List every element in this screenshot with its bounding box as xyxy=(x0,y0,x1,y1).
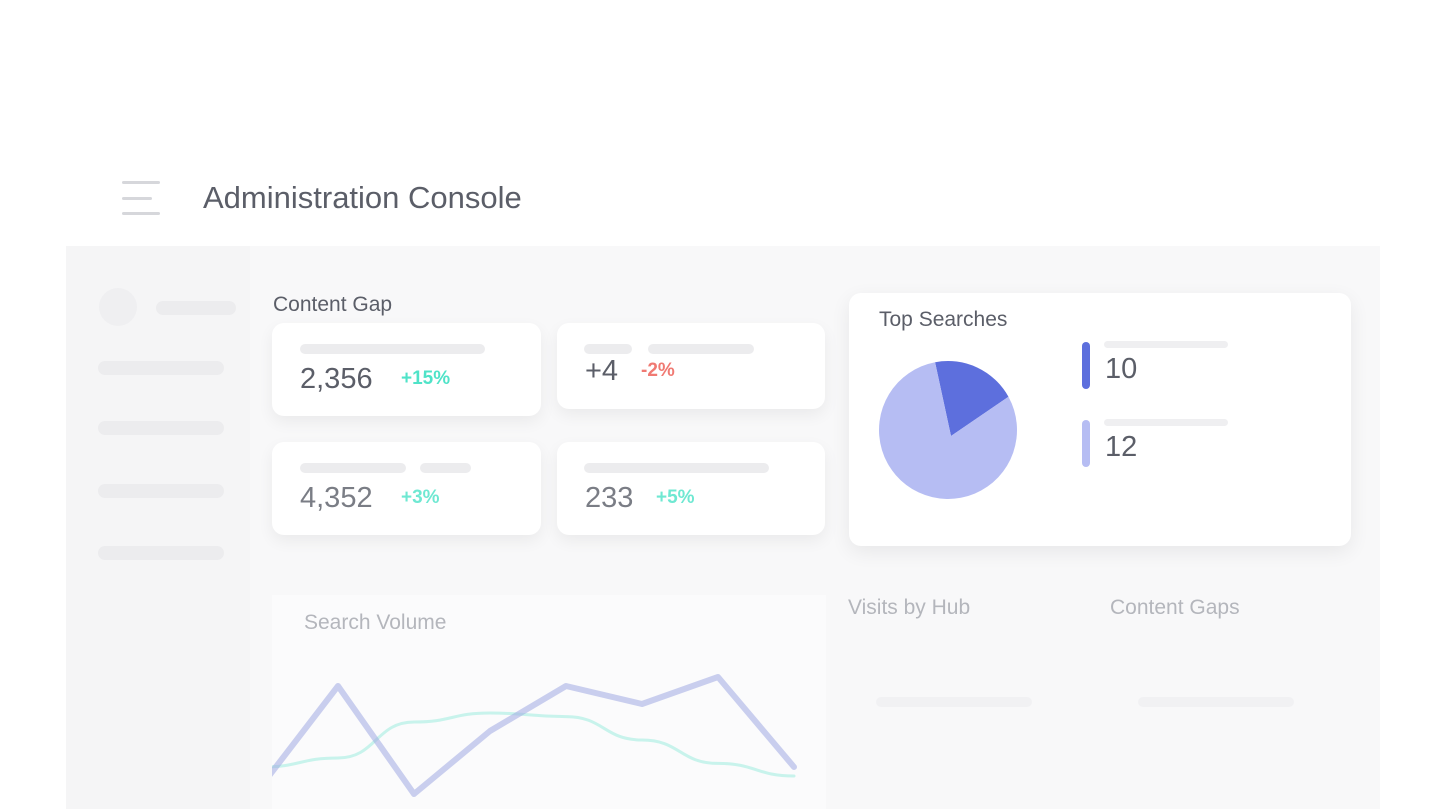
stat-change: +15% xyxy=(401,368,451,389)
avatar xyxy=(99,288,137,326)
card-title: Top Searches xyxy=(879,308,1008,331)
legend-value: 10 xyxy=(1105,353,1138,385)
sidebar-item[interactable] xyxy=(98,361,224,375)
hamburger-icon[interactable] xyxy=(122,181,162,215)
stat-value: +4 xyxy=(585,355,619,387)
stat-value: 233 xyxy=(585,482,634,514)
card-title: Search Volume xyxy=(304,611,447,634)
stat-value: 4,352 xyxy=(300,482,373,514)
stat-card[interactable]: 4,352 +3% xyxy=(272,442,541,535)
sidebar xyxy=(66,246,250,809)
stat-card[interactable]: +4 -2% xyxy=(557,323,825,409)
content-gaps-title: Content Gaps xyxy=(1110,596,1240,619)
pie-slice xyxy=(879,362,1017,499)
sidebar-item[interactable] xyxy=(156,301,236,315)
line-chart xyxy=(272,674,797,797)
sidebar-item[interactable] xyxy=(98,484,224,498)
table-row xyxy=(1138,697,1294,707)
search-volume-card: Search Volume xyxy=(272,595,826,809)
pie-chart xyxy=(879,361,1017,499)
visits-by-hub-title: Visits by Hub xyxy=(848,596,971,619)
table-row xyxy=(876,697,1032,707)
series-line-secondary xyxy=(272,711,796,778)
stat-change: +3% xyxy=(401,487,440,508)
stat-card[interactable]: 233 +5% xyxy=(557,442,825,535)
stat-change: -2% xyxy=(641,360,675,381)
top-searches-card: Top Searches 10 12 xyxy=(849,293,1351,546)
stat-value: 2,356 xyxy=(300,363,373,395)
series-line-primary xyxy=(272,674,797,797)
legend-swatch xyxy=(1082,420,1090,467)
legend-value: 12 xyxy=(1105,431,1138,463)
stat-card[interactable]: 2,356 +15% xyxy=(272,323,541,416)
sidebar-item[interactable] xyxy=(98,546,224,560)
sidebar-item[interactable] xyxy=(98,421,224,435)
pie-slice xyxy=(935,361,1009,436)
stat-change: +5% xyxy=(656,487,695,508)
section-title: Content Gap xyxy=(273,293,393,316)
legend-swatch xyxy=(1082,342,1090,389)
page-title: Administration Console xyxy=(203,180,522,215)
